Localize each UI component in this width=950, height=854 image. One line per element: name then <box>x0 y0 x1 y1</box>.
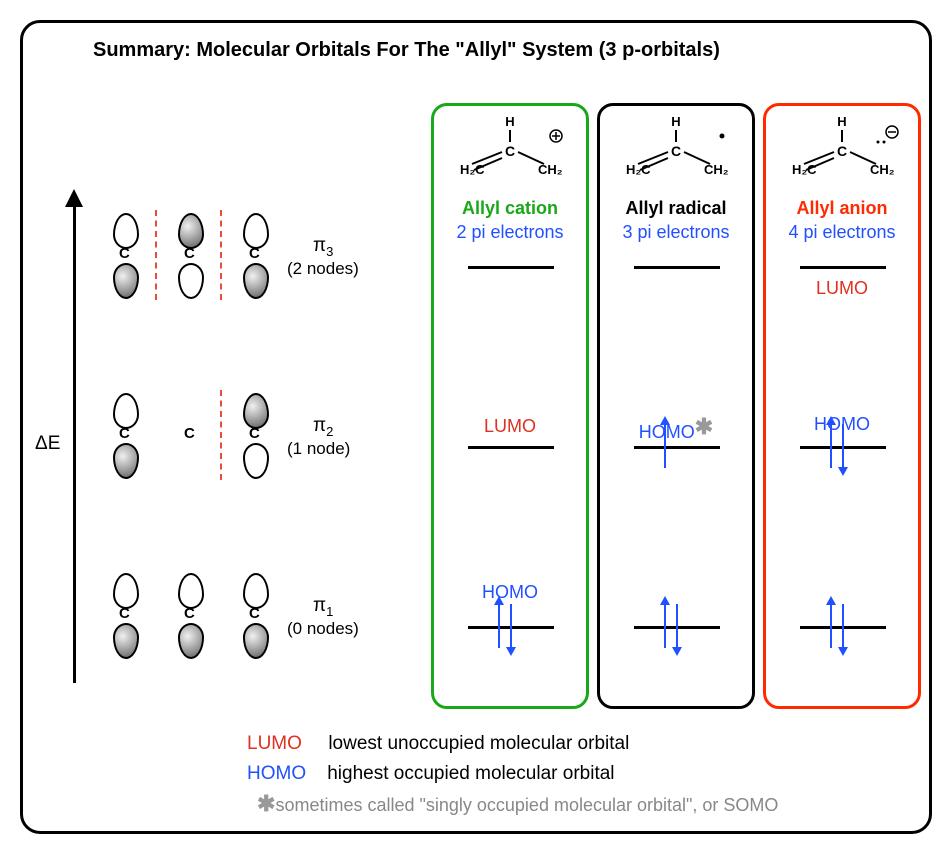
electron-arrow-icon <box>830 604 832 648</box>
mo-label: LUMO <box>434 416 586 437</box>
svg-text:H: H <box>505 114 514 129</box>
carbon-label: C <box>249 425 260 442</box>
carbon-label: C <box>184 605 195 622</box>
orbital-name: π2 <box>313 415 333 439</box>
species-name: Allyl radical <box>600 198 752 219</box>
electron-count: 2 pi electrons <box>434 222 586 243</box>
electron-count: 4 pi electrons <box>766 222 918 243</box>
species-name: Allyl anion <box>766 198 918 219</box>
energy-level-line <box>468 446 554 449</box>
node-line <box>155 210 157 300</box>
species-box: H C H₂C CH₂ Allyl anion 4 pi electrons LUM… <box>763 103 921 709</box>
allyl-structure: H C H₂C CH₂ <box>766 112 918 197</box>
nodes-count: (1 node) <box>287 439 350 459</box>
svg-text:H₂C: H₂C <box>792 162 817 177</box>
legend-homo: HOMO highest occupied molecular orbital <box>247 763 615 785</box>
node-line <box>220 390 222 480</box>
electron-arrow-icon <box>664 424 666 468</box>
carbon-label: C <box>184 425 195 442</box>
energy-axis-arrow <box>73 203 76 683</box>
legend-lumo-term: LUMO <box>247 733 302 754</box>
node-line <box>220 210 222 300</box>
electron-count: 3 pi electrons <box>600 222 752 243</box>
legend-lumo: LUMO lowest unoccupied molecular orbital <box>247 733 629 755</box>
nodes-count: (0 nodes) <box>287 619 359 639</box>
footnote: ✱sometimes called "singly occupied molec… <box>257 791 778 817</box>
mo-label: HOMO <box>434 582 586 603</box>
energy-level-line <box>634 446 720 449</box>
svg-text:C: C <box>505 143 515 159</box>
svg-text:CH₂: CH₂ <box>538 162 563 177</box>
energy-level-line <box>800 266 886 269</box>
svg-text:H: H <box>837 114 846 129</box>
svg-text:CH₂: CH₂ <box>704 162 729 177</box>
svg-text:C: C <box>671 143 681 159</box>
electron-arrow-icon <box>842 424 844 468</box>
electron-arrow-icon <box>830 424 832 468</box>
carbon-label: C <box>119 245 130 262</box>
orbital-name: π3 <box>313 235 333 259</box>
electron-arrow-icon <box>498 604 500 648</box>
legend-lumo-def: lowest unoccupied molecular orbital <box>328 733 629 754</box>
allyl-structure: H C H₂C CH₂ <box>434 112 586 197</box>
diagram-frame: Summary: Molecular Orbitals For The "All… <box>20 20 932 834</box>
mo-label: LUMO <box>766 278 918 299</box>
electron-arrow-icon <box>510 604 512 648</box>
carbon-label: C <box>249 605 260 622</box>
svg-text:H: H <box>671 114 680 129</box>
carbon-label: C <box>119 425 130 442</box>
energy-axis-label: ΔE <box>35 433 60 455</box>
svg-text:H₂C: H₂C <box>460 162 485 177</box>
svg-text:CH₂: CH₂ <box>870 162 895 177</box>
allyl-structure: H C H₂C CH₂ <box>600 112 752 197</box>
electron-arrow-icon <box>664 604 666 648</box>
title: Summary: Molecular Orbitals For The "All… <box>93 39 720 62</box>
species-box: H C H₂C CH₂ Allyl cation 2 pi electrons LU… <box>431 103 589 709</box>
nodes-count: (2 nodes) <box>287 259 359 279</box>
mo-label: HOMO✱ <box>600 414 752 443</box>
svg-text:H₂C: H₂C <box>626 162 651 177</box>
legend-homo-term: HOMO <box>247 763 306 784</box>
species-name: Allyl cation <box>434 198 586 219</box>
electron-arrow-icon <box>676 604 678 648</box>
orbital-name: π1 <box>313 595 333 619</box>
legend-homo-def: highest occupied molecular orbital <box>327 763 614 784</box>
svg-text:C: C <box>837 143 847 159</box>
energy-level-line <box>468 266 554 269</box>
electron-arrow-icon <box>842 604 844 648</box>
energy-level-line <box>634 266 720 269</box>
species-box: H C H₂C CH₂ Allyl radical 3 pi electrons H… <box>597 103 755 709</box>
carbon-label: C <box>249 245 260 262</box>
carbon-label: C <box>184 245 195 262</box>
carbon-label: C <box>119 605 130 622</box>
asterisk-icon: ✱ <box>257 791 275 816</box>
